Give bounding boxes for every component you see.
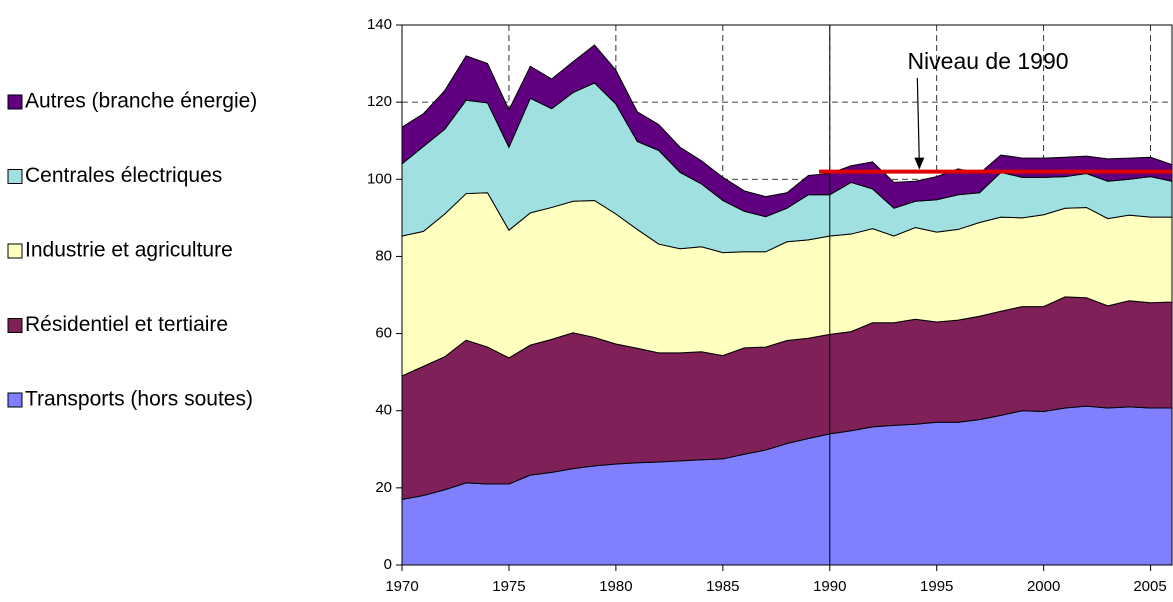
legend-swatch xyxy=(7,243,23,259)
x-tick-label: 2000 xyxy=(1027,578,1060,595)
y-tick-label: 80 xyxy=(375,247,392,264)
legend-label: Centrales électriques xyxy=(25,164,222,187)
legend-swatch xyxy=(7,169,23,184)
legend-swatch xyxy=(7,392,23,408)
x-tick-label: 1990 xyxy=(813,578,846,595)
x-tick-label: 1975 xyxy=(492,578,525,595)
arrow-head xyxy=(914,157,925,170)
x-tick-label: 1985 xyxy=(706,578,739,595)
x-tick-label: 1970 xyxy=(385,578,418,595)
y-tick-label: 20 xyxy=(375,479,392,496)
legend-label: Industrie et agriculture xyxy=(25,239,233,262)
legend-label: Résidentiel et tertiaire xyxy=(25,313,228,336)
y-tick-label: 140 xyxy=(367,16,392,33)
x-tick-label: 1980 xyxy=(599,578,632,595)
y-tick-label: 100 xyxy=(367,170,392,187)
y-tick-label: 0 xyxy=(384,556,392,573)
x-tick-label: 1995 xyxy=(920,578,953,595)
legend-label: Autres (branche énergie) xyxy=(25,90,257,113)
annotation-arrow xyxy=(916,77,920,164)
y-tick-label: 120 xyxy=(367,93,392,110)
x-tick-label: 2005 xyxy=(1133,578,1166,595)
area xyxy=(401,44,1173,218)
legend-label: Transports (hors soutes) xyxy=(25,388,253,411)
legend-swatch xyxy=(7,94,23,110)
y-tick-label: 60 xyxy=(375,325,392,342)
annotation-text: Niveau de 1990 xyxy=(907,48,1068,74)
legend-swatch xyxy=(7,318,23,333)
y-tick-label: 40 xyxy=(375,402,392,419)
